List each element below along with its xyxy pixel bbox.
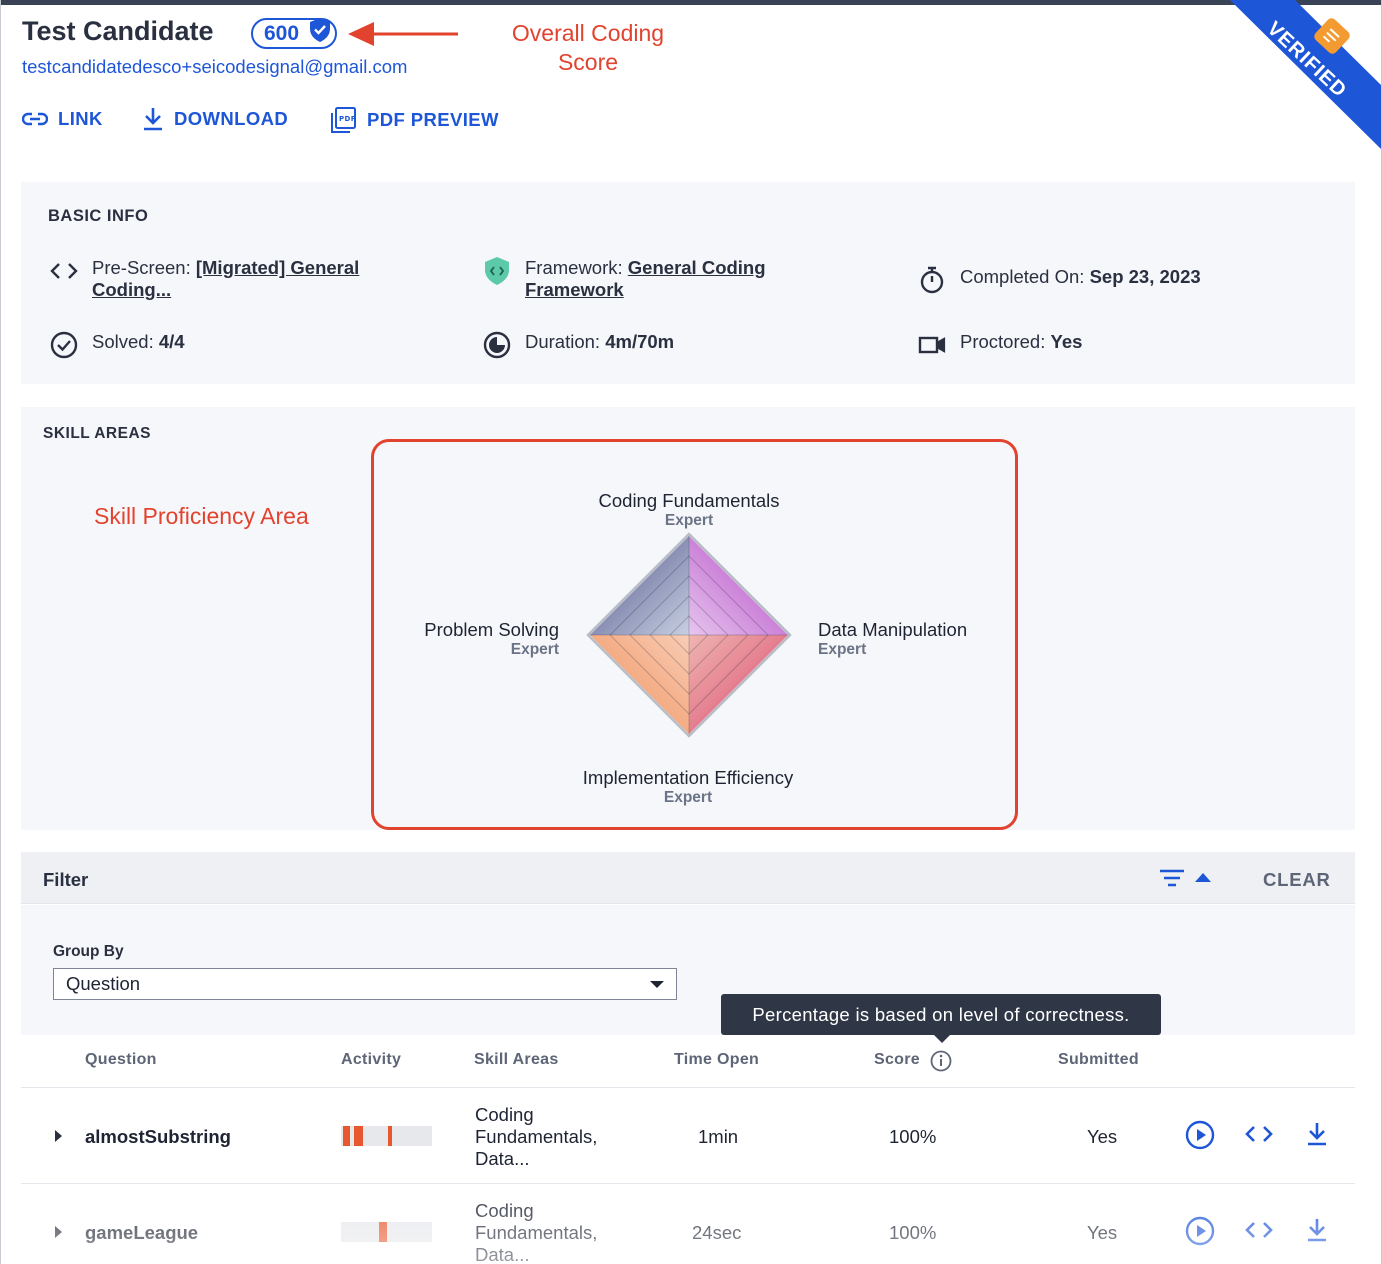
time-open-cell: 24sec: [692, 1222, 742, 1243]
score-value: 600: [264, 22, 300, 45]
radar-quadrant-problem-solving-implementation: [590, 635, 689, 734]
score-cell: 100%: [889, 1126, 937, 1147]
skill-areas-cell: Coding Fundamentals, Data...: [475, 1200, 598, 1264]
axis-data-manipulation: Data Manipulation Expert: [818, 619, 968, 658]
framework-info: Framework: General Coding Framework: [483, 257, 766, 301]
axis-implementation-efficiency: Implementation Efficiency Expert: [582, 767, 794, 806]
skill-areas-title: SKILL AREAS: [43, 425, 151, 442]
score-tooltip: Percentage is based on level of correctn…: [721, 994, 1161, 1043]
activity-bar: [341, 1222, 432, 1242]
completed-info: Completed On: Sep 23, 2023: [918, 266, 1201, 294]
framework-shield-icon: [485, 257, 509, 285]
question-name[interactable]: almostSubstring: [85, 1126, 231, 1147]
time-open-cell: 1min: [698, 1126, 739, 1147]
link-icon: [22, 112, 48, 126]
check-circle-icon: [50, 331, 78, 359]
filter-title: Filter: [43, 869, 89, 890]
score-badge: 600: [251, 18, 337, 49]
group-by-label: Group By: [53, 943, 124, 960]
info-icon[interactable]: [930, 1050, 952, 1072]
header-skill-areas[interactable]: Skill Areas: [474, 1051, 559, 1068]
expand-row-icon[interactable]: [55, 1226, 62, 1238]
candidate-name: Test Candidate: [22, 16, 214, 46]
code-view-icon[interactable]: [1245, 1220, 1273, 1240]
axis-coding-fundamentals: Coding Fundamentals Expert: [598, 490, 780, 529]
link-button[interactable]: LINK: [22, 108, 103, 130]
radar-quadrant-data-manipulation-implementation: [689, 635, 788, 734]
skill-areas-cell: Coding Fundamentals, Data...: [475, 1104, 598, 1169]
download-row-icon[interactable]: [1306, 1217, 1328, 1243]
solved-info: Solved: 4/4: [50, 331, 185, 359]
basic-info-panel: [21, 182, 1355, 384]
group-by-select[interactable]: Question: [53, 968, 677, 1000]
bottom-fade: [0, 1170, 1382, 1264]
header-submitted[interactable]: Submitted: [1058, 1051, 1139, 1068]
header-question[interactable]: Question: [85, 1051, 157, 1068]
activity-bar: [341, 1126, 432, 1146]
caret-down-icon: [650, 981, 664, 988]
annotation-arrow-icon: [348, 22, 458, 46]
expand-row-icon[interactable]: [55, 1130, 62, 1142]
filter-bar: [21, 852, 1355, 904]
header-activity[interactable]: Activity: [341, 1051, 402, 1068]
play-icon[interactable]: [1185, 1216, 1215, 1246]
shield-check-icon: [310, 18, 330, 42]
filter-toggle-icon[interactable]: [1158, 868, 1214, 890]
pdf-preview-button[interactable]: PDF PDF PREVIEW: [329, 106, 499, 134]
duration-info: Duration: 4m/70m: [483, 331, 674, 359]
video-camera-icon: [918, 336, 946, 354]
pdf-icon: PDF: [331, 107, 356, 133]
certificate-icon: [1314, 18, 1350, 54]
annotation-overall-score: Overall Coding Score: [511, 20, 665, 75]
clear-button[interactable]: CLEAR: [1263, 869, 1331, 890]
svg-text:PDF: PDF: [339, 115, 356, 123]
prescreen-link[interactable]: [Migrated] General: [195, 257, 360, 278]
prescreen-info: Pre-Screen: [Migrated] General Coding...: [50, 257, 359, 301]
skill-highlight-box: [371, 439, 1018, 830]
framework-link[interactable]: General Coding: [627, 257, 766, 278]
score-cell: 100%: [889, 1222, 937, 1243]
skill-radar-chart: [586, 532, 792, 738]
question-name[interactable]: gameLeague: [85, 1222, 199, 1243]
submitted-cell: Yes: [1087, 1126, 1118, 1147]
submitted-cell: Yes: [1087, 1222, 1118, 1243]
code-icon: [50, 263, 78, 279]
radar-quadrant-coding-fundamentals-data-manipulation: [689, 536, 788, 635]
annotation-skill-area: Skill Proficiency Area: [94, 503, 309, 529]
divider: [21, 1087, 1355, 1088]
download-icon: [144, 108, 162, 131]
radar-outline: [586, 532, 792, 738]
divider: [21, 1183, 1355, 1184]
radar-quadrant-coding-fundamentals-problem-solving: [590, 536, 689, 635]
download-row-icon[interactable]: [1306, 1121, 1328, 1147]
code-view-icon[interactable]: [1245, 1124, 1273, 1144]
axis-problem-solving: Problem Solving Expert: [424, 619, 559, 658]
proctored-info: Proctored: Yes: [918, 331, 1082, 359]
header-time-open[interactable]: Time Open: [674, 1051, 760, 1068]
top-bar: [0, 0, 1382, 5]
stopwatch-icon: [920, 266, 944, 294]
duration-icon: [483, 331, 511, 359]
basic-info-title: BASIC INFO: [48, 207, 149, 225]
download-button[interactable]: DOWNLOAD: [142, 106, 288, 132]
candidate-email[interactable]: testcandidatedesco+seicodesignal@gmail.c…: [22, 56, 408, 77]
header-score[interactable]: Score: [874, 1051, 920, 1068]
verified-ribbon: VERIFIED: [1200, 0, 1382, 150]
play-icon[interactable]: [1185, 1120, 1215, 1150]
